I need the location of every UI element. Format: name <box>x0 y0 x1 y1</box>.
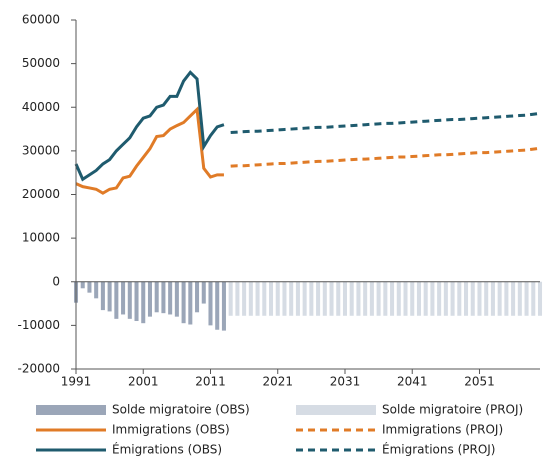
bar <box>94 281 99 299</box>
bar <box>235 281 240 316</box>
bar <box>201 281 206 304</box>
bar <box>450 281 455 316</box>
bar <box>161 281 166 314</box>
bar <box>302 281 307 316</box>
x-tick-label: 2031 <box>330 375 361 389</box>
bar <box>537 281 543 316</box>
bar <box>195 281 200 313</box>
bar <box>221 281 226 331</box>
bar <box>477 281 482 316</box>
bar <box>369 281 374 316</box>
bar <box>80 281 85 289</box>
bar <box>255 281 260 316</box>
x-tick-label: 1991 <box>61 375 92 389</box>
bar <box>511 281 516 316</box>
x-tick-label: 2051 <box>464 375 495 389</box>
bar <box>464 281 469 316</box>
bar <box>141 281 146 324</box>
bar <box>484 281 489 316</box>
bar <box>524 281 529 316</box>
line <box>230 111 541 135</box>
x-tick-label: 2041 <box>397 375 428 389</box>
bar <box>215 281 220 330</box>
bar <box>322 281 327 316</box>
bar <box>121 281 126 315</box>
legend-label: Émigrations (PROJ) <box>382 442 495 457</box>
bar <box>316 281 321 316</box>
bar <box>107 281 112 312</box>
bar <box>147 281 152 317</box>
bar <box>376 281 381 316</box>
bar <box>396 281 401 316</box>
bar <box>174 281 179 317</box>
bar <box>363 281 368 316</box>
y-tick-label: 50000 <box>22 56 60 70</box>
bar <box>349 281 354 316</box>
bar <box>100 281 105 311</box>
bar <box>188 281 193 325</box>
y-tick-label: 0 <box>52 274 60 288</box>
bar <box>208 281 213 326</box>
bar <box>168 281 173 315</box>
y-tick-label: 30000 <box>22 143 60 157</box>
bar <box>383 281 388 316</box>
bar <box>470 281 475 316</box>
bar <box>154 281 159 313</box>
y-tick-label: 20000 <box>22 187 60 201</box>
legend-swatch <box>36 405 106 415</box>
bar <box>181 281 186 324</box>
legend-label: Solde migratoire (PROJ) <box>382 403 523 417</box>
bar <box>228 281 233 316</box>
bar <box>443 281 448 316</box>
bar <box>457 281 462 316</box>
y-tick-label: 10000 <box>22 231 60 245</box>
bar <box>416 281 421 316</box>
bar <box>437 281 442 316</box>
bar <box>134 281 139 322</box>
x-tick-label: 2011 <box>195 375 226 389</box>
bar <box>248 281 253 316</box>
line <box>230 146 541 168</box>
bar <box>127 281 132 319</box>
legend-swatch <box>296 405 376 415</box>
bar <box>309 281 314 316</box>
bar <box>390 281 395 316</box>
x-tick-label: 2001 <box>128 375 159 389</box>
bar <box>497 281 502 316</box>
x-tick-label: 2021 <box>262 375 293 389</box>
bar <box>242 281 247 316</box>
line <box>75 106 224 195</box>
bar <box>403 281 408 316</box>
legend-label: Immigrations (PROJ) <box>382 423 503 437</box>
bar <box>289 281 294 316</box>
y-tick-label: 60000 <box>22 13 60 27</box>
legend-label: Émigrations (OBS) <box>112 442 222 457</box>
y-tick-label: 40000 <box>22 100 60 114</box>
legend-label: Solde migratoire (OBS) <box>112 403 250 417</box>
bar <box>329 281 334 316</box>
y-tick-label: -20000 <box>17 362 60 376</box>
bar <box>504 281 509 316</box>
bar <box>336 281 341 316</box>
bar <box>490 281 495 316</box>
bar <box>282 281 287 316</box>
bar <box>275 281 280 316</box>
bar <box>87 281 92 293</box>
bar <box>342 281 348 316</box>
bar <box>295 281 300 316</box>
bar <box>430 281 435 316</box>
bar <box>423 281 428 316</box>
y-tick-label: -10000 <box>17 318 60 332</box>
bar <box>410 281 415 316</box>
bar <box>517 281 522 316</box>
bar <box>114 281 119 319</box>
bar <box>268 281 274 316</box>
legend-label: Immigrations (OBS) <box>112 423 230 437</box>
bar <box>531 281 536 316</box>
line <box>74 70 225 182</box>
bar <box>262 281 267 316</box>
bar <box>356 281 361 316</box>
